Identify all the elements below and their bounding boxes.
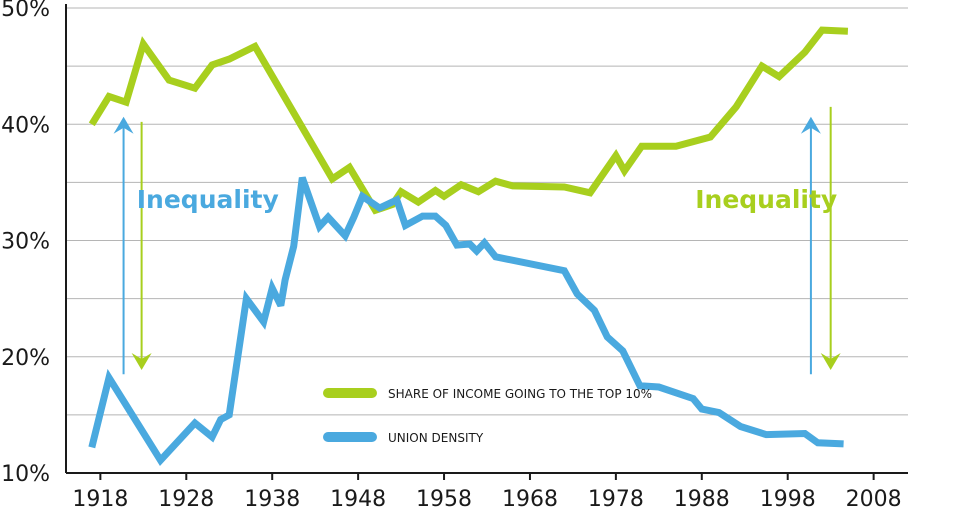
y-tick-label: 20% — [1, 346, 50, 371]
legend: SHARE OF INCOME GOING TO THE TOP 10% UNI… — [323, 387, 652, 445]
x-tick-label: 1938 — [244, 487, 300, 512]
x-axis-ticks: 1918 1928 1938 1948 1958 1968 1978 1988 1998 2008 — [72, 473, 902, 512]
arrows — [113, 106, 841, 375]
legend-label-union: UNION DENSITY — [388, 431, 484, 445]
x-tick-label: 1918 — [72, 487, 128, 512]
x-tick-label: 1948 — [330, 487, 386, 512]
arrow-up-head — [113, 116, 134, 134]
y-tick-label: 50% — [1, 0, 50, 22]
series-line-top10-share — [88, 26, 849, 215]
arrow-down-head — [820, 353, 841, 371]
x-tick-label: 2008 — [846, 487, 902, 512]
series-line-union-density — [88, 176, 844, 466]
arrow-down-head — [131, 353, 152, 371]
annotations: Inequality Inequality — [137, 185, 837, 214]
y-tick-label: 30% — [1, 230, 50, 255]
arrow-up-head — [800, 116, 821, 134]
series-lines — [88, 26, 849, 466]
y-tick-label: 40% — [1, 113, 50, 138]
annotation-inequality: Inequality — [137, 185, 279, 214]
x-tick-label: 1928 — [158, 487, 214, 512]
legend-label-top10: SHARE OF INCOME GOING TO THE TOP 10% — [388, 387, 652, 401]
x-tick-label: 1978 — [588, 487, 644, 512]
annotation-inequality: Inequality — [695, 185, 837, 214]
x-tick-label: 1958 — [416, 487, 472, 512]
y-axis-ticks: 10% 20% 30% 40% 50% — [1, 0, 50, 487]
y-tick-label: 10% — [1, 462, 50, 487]
x-tick-label: 1988 — [674, 487, 730, 512]
x-tick-label: 1998 — [760, 487, 816, 512]
x-tick-label: 1968 — [502, 487, 558, 512]
